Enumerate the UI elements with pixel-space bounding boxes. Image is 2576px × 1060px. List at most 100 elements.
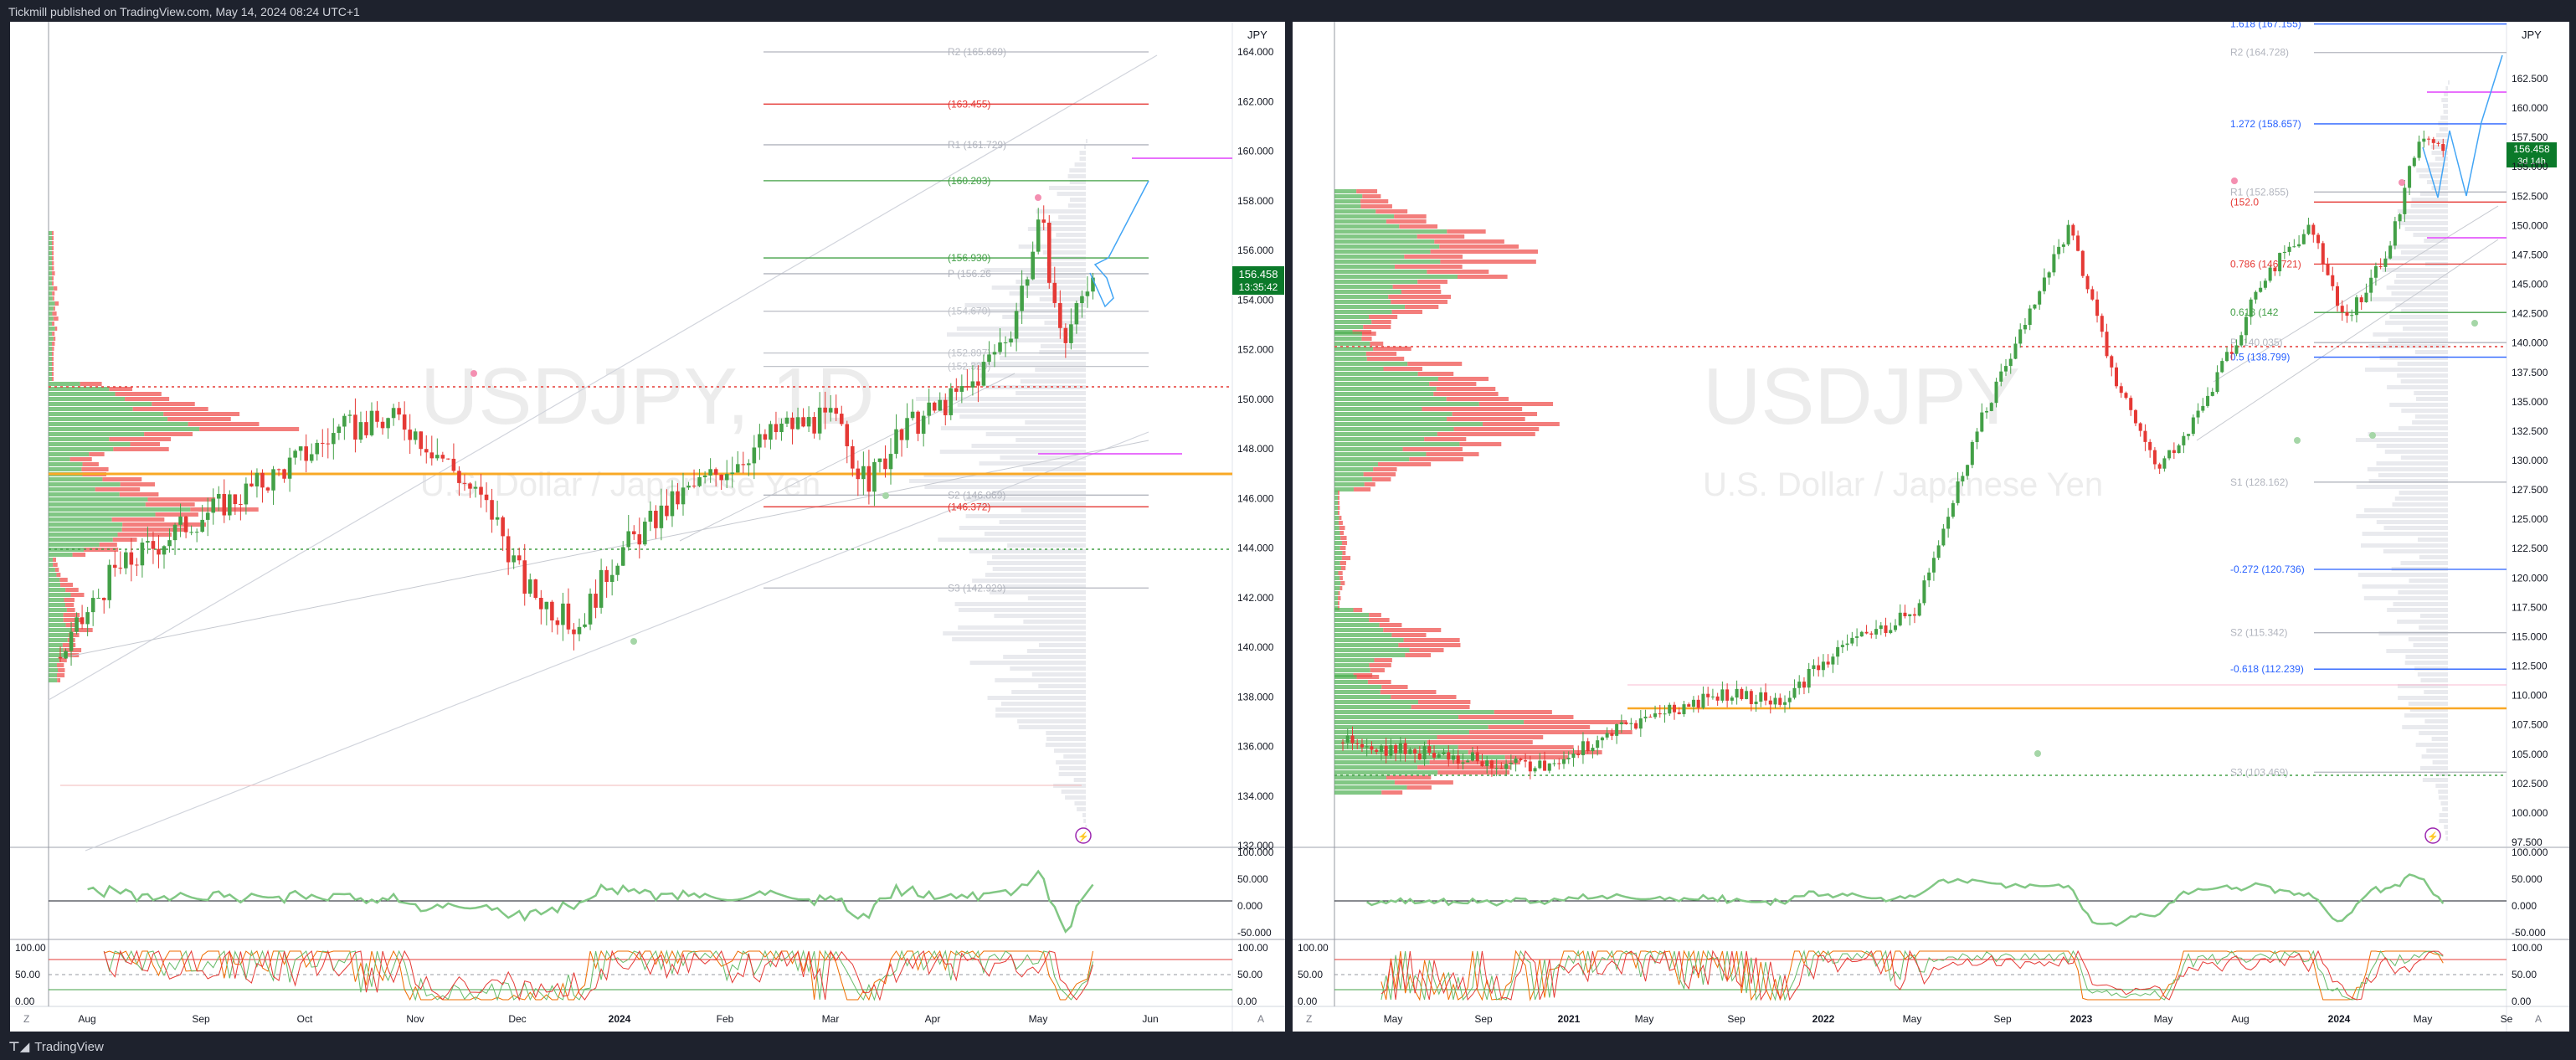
vp-buy-bar [1334, 372, 1418, 376]
lower-trendline[interactable] [85, 431, 1149, 852]
vp-sell-bar [1394, 780, 1453, 785]
right-chart-svg[interactable]: USDJPY U.S. Dollar / Japanese Yen 1.618 … [1293, 22, 2569, 1032]
vp-buy-bar [49, 553, 73, 557]
candle-body [1826, 661, 1830, 665]
price-axis[interactable]: 164.000 162.000 160.000 158.000 156.000 154.0… [1237, 46, 1274, 852]
level-label: 0.5 (138.799) [2230, 352, 2290, 363]
vp-ghost-bar [984, 268, 1086, 272]
rsi-oscillator-pane[interactable]: 100.000 50.000 0.000 -50.000 [1334, 846, 2548, 939]
level-label: R2 (165.669) [948, 46, 1006, 58]
vp-buy-bar [1334, 695, 1391, 699]
vp-ghost-bar [1063, 754, 1086, 759]
candle-body [1745, 691, 1749, 699]
vp-sell-bar [1429, 382, 1477, 386]
time-axis-label: 2024 [2328, 1013, 2351, 1025]
vp-sell-bar [1437, 377, 1489, 381]
vp-ghost-bar [977, 502, 1086, 507]
projection-path[interactable] [1089, 180, 1149, 308]
vp-ghost-bar [2398, 696, 2448, 700]
lightning-icon[interactable] [2424, 827, 2441, 844]
candle-body [1778, 697, 1782, 705]
candle-body [424, 449, 429, 453]
stochastic-pane[interactable]: 100.00 100.00 50.00 50.00 0.00 0.00 [1298, 942, 2543, 1007]
auto-toggle[interactable]: A [1257, 1013, 1264, 1025]
candle-body [490, 500, 494, 520]
upper-trendline[interactable] [48, 54, 1158, 701]
candle-body [1365, 746, 1369, 748]
vp-sell-bar [102, 477, 142, 481]
candlesticks[interactable] [58, 205, 1095, 666]
candle-body [1538, 760, 1542, 769]
vp-sell-bar [1375, 209, 1408, 214]
left-chart-svg[interactable]: USDJPY, 1D U.S. Dollar / Japanese Yen R2… [10, 22, 1285, 1032]
vp-sell-bar [1374, 658, 1392, 662]
vp-ghost-bar [2364, 368, 2448, 372]
candle-body [2047, 272, 2051, 278]
vp-sell-bar [52, 251, 54, 255]
vp-sell-bar [1417, 234, 1465, 239]
vp-ghost-bar [979, 373, 1086, 378]
candle-body [681, 487, 686, 505]
price-axis-label: 155.000 [2512, 161, 2548, 172]
time-axis-label: 2023 [2070, 1013, 2093, 1025]
vp-sell-bar [1458, 275, 1508, 279]
vp-ghost-bar [2445, 831, 2448, 835]
candle-body [1668, 704, 1672, 714]
channel-trendline[interactable] [59, 440, 1149, 659]
vp-ghost-bar [1017, 719, 1086, 723]
candle-body [408, 430, 412, 440]
candle-body [1740, 688, 1744, 699]
candle-body [1085, 291, 1090, 296]
candle-body [429, 452, 434, 459]
candle-body [107, 564, 112, 600]
projection-path[interactable] [2422, 54, 2503, 198]
candle-body [2042, 277, 2046, 291]
trendline[interactable] [2196, 239, 2499, 441]
vp-buy-bar [1334, 521, 1339, 525]
vp-buy-bar [49, 251, 52, 255]
vp-ghost-bar [1039, 297, 1086, 301]
candle-body [1629, 723, 1633, 724]
price-axis[interactable]: 162.500 160.000 157.500 155.000 152.500 150.0… [2512, 73, 2548, 848]
candle-body [1773, 697, 1777, 705]
stochastic-pane[interactable]: 100.00 100.00 50.00 50.00 0.00 0.00 [15, 942, 1268, 1007]
candle-body [1966, 465, 1970, 476]
price-axis-label: 160.000 [2512, 102, 2548, 114]
tradingview-brand[interactable]: ⊤◢ TradingView [8, 1039, 104, 1054]
candle-body [239, 504, 243, 506]
candle-body [1091, 277, 1095, 292]
stoch-line [103, 949, 1093, 1001]
vp-buy-bar [49, 613, 64, 617]
log-toggle[interactable]: Z [23, 1013, 29, 1025]
vp-buy-bar [1334, 462, 1378, 466]
log-toggle[interactable]: Z [1306, 1013, 1312, 1025]
vp-sell-bar [1422, 407, 1523, 411]
candle-body [1648, 716, 1653, 718]
level-label: R2 (164.728) [2230, 47, 2289, 59]
rsi-oscillator-pane[interactable]: 100.000 50.000 0.000 -50.000 [49, 846, 1274, 939]
candle-body [2254, 291, 2258, 300]
auto-toggle[interactable]: A [2535, 1013, 2542, 1025]
vp-buy-bar [1334, 658, 1375, 662]
lightning-icon[interactable] [1075, 827, 1092, 844]
vp-buy-bar [1334, 417, 1447, 421]
candlesticks[interactable] [1340, 130, 2445, 780]
vp-ghost-bar [954, 602, 1086, 606]
time-axis-label: Dec [508, 1013, 526, 1025]
vp-sell-bar [1439, 244, 1519, 249]
vp-sell-bar [1433, 392, 1499, 396]
vp-buy-bar [1334, 581, 1341, 585]
trendline-2[interactable] [2213, 205, 2499, 383]
candle-body [2441, 143, 2445, 152]
time-axis[interactable]: May Sep 2021 May Sep 2022 May Sep 2023 May Aug 2024… [1384, 1013, 2513, 1025]
price-axis-label: 107.500 [2512, 719, 2548, 731]
candle-body [676, 491, 680, 505]
right-chart-panel[interactable]: USDJPY U.S. Dollar / Japanese Yen 1.618 … [1293, 22, 2569, 1032]
vp-sell-bar [1370, 342, 1384, 346]
vp-ghost-bar [1069, 198, 1086, 202]
candle-body [2090, 289, 2095, 300]
vp-buy-bar [1334, 608, 1354, 612]
time-axis[interactable]: Aug Sep Oct Nov Dec 2024 Feb Mar Apr May Jun [78, 1013, 1158, 1025]
vp-sell-bar [1338, 501, 1339, 505]
left-chart-panel[interactable]: USDJPY, 1D U.S. Dollar / Japanese Yen R2… [10, 22, 1285, 1032]
